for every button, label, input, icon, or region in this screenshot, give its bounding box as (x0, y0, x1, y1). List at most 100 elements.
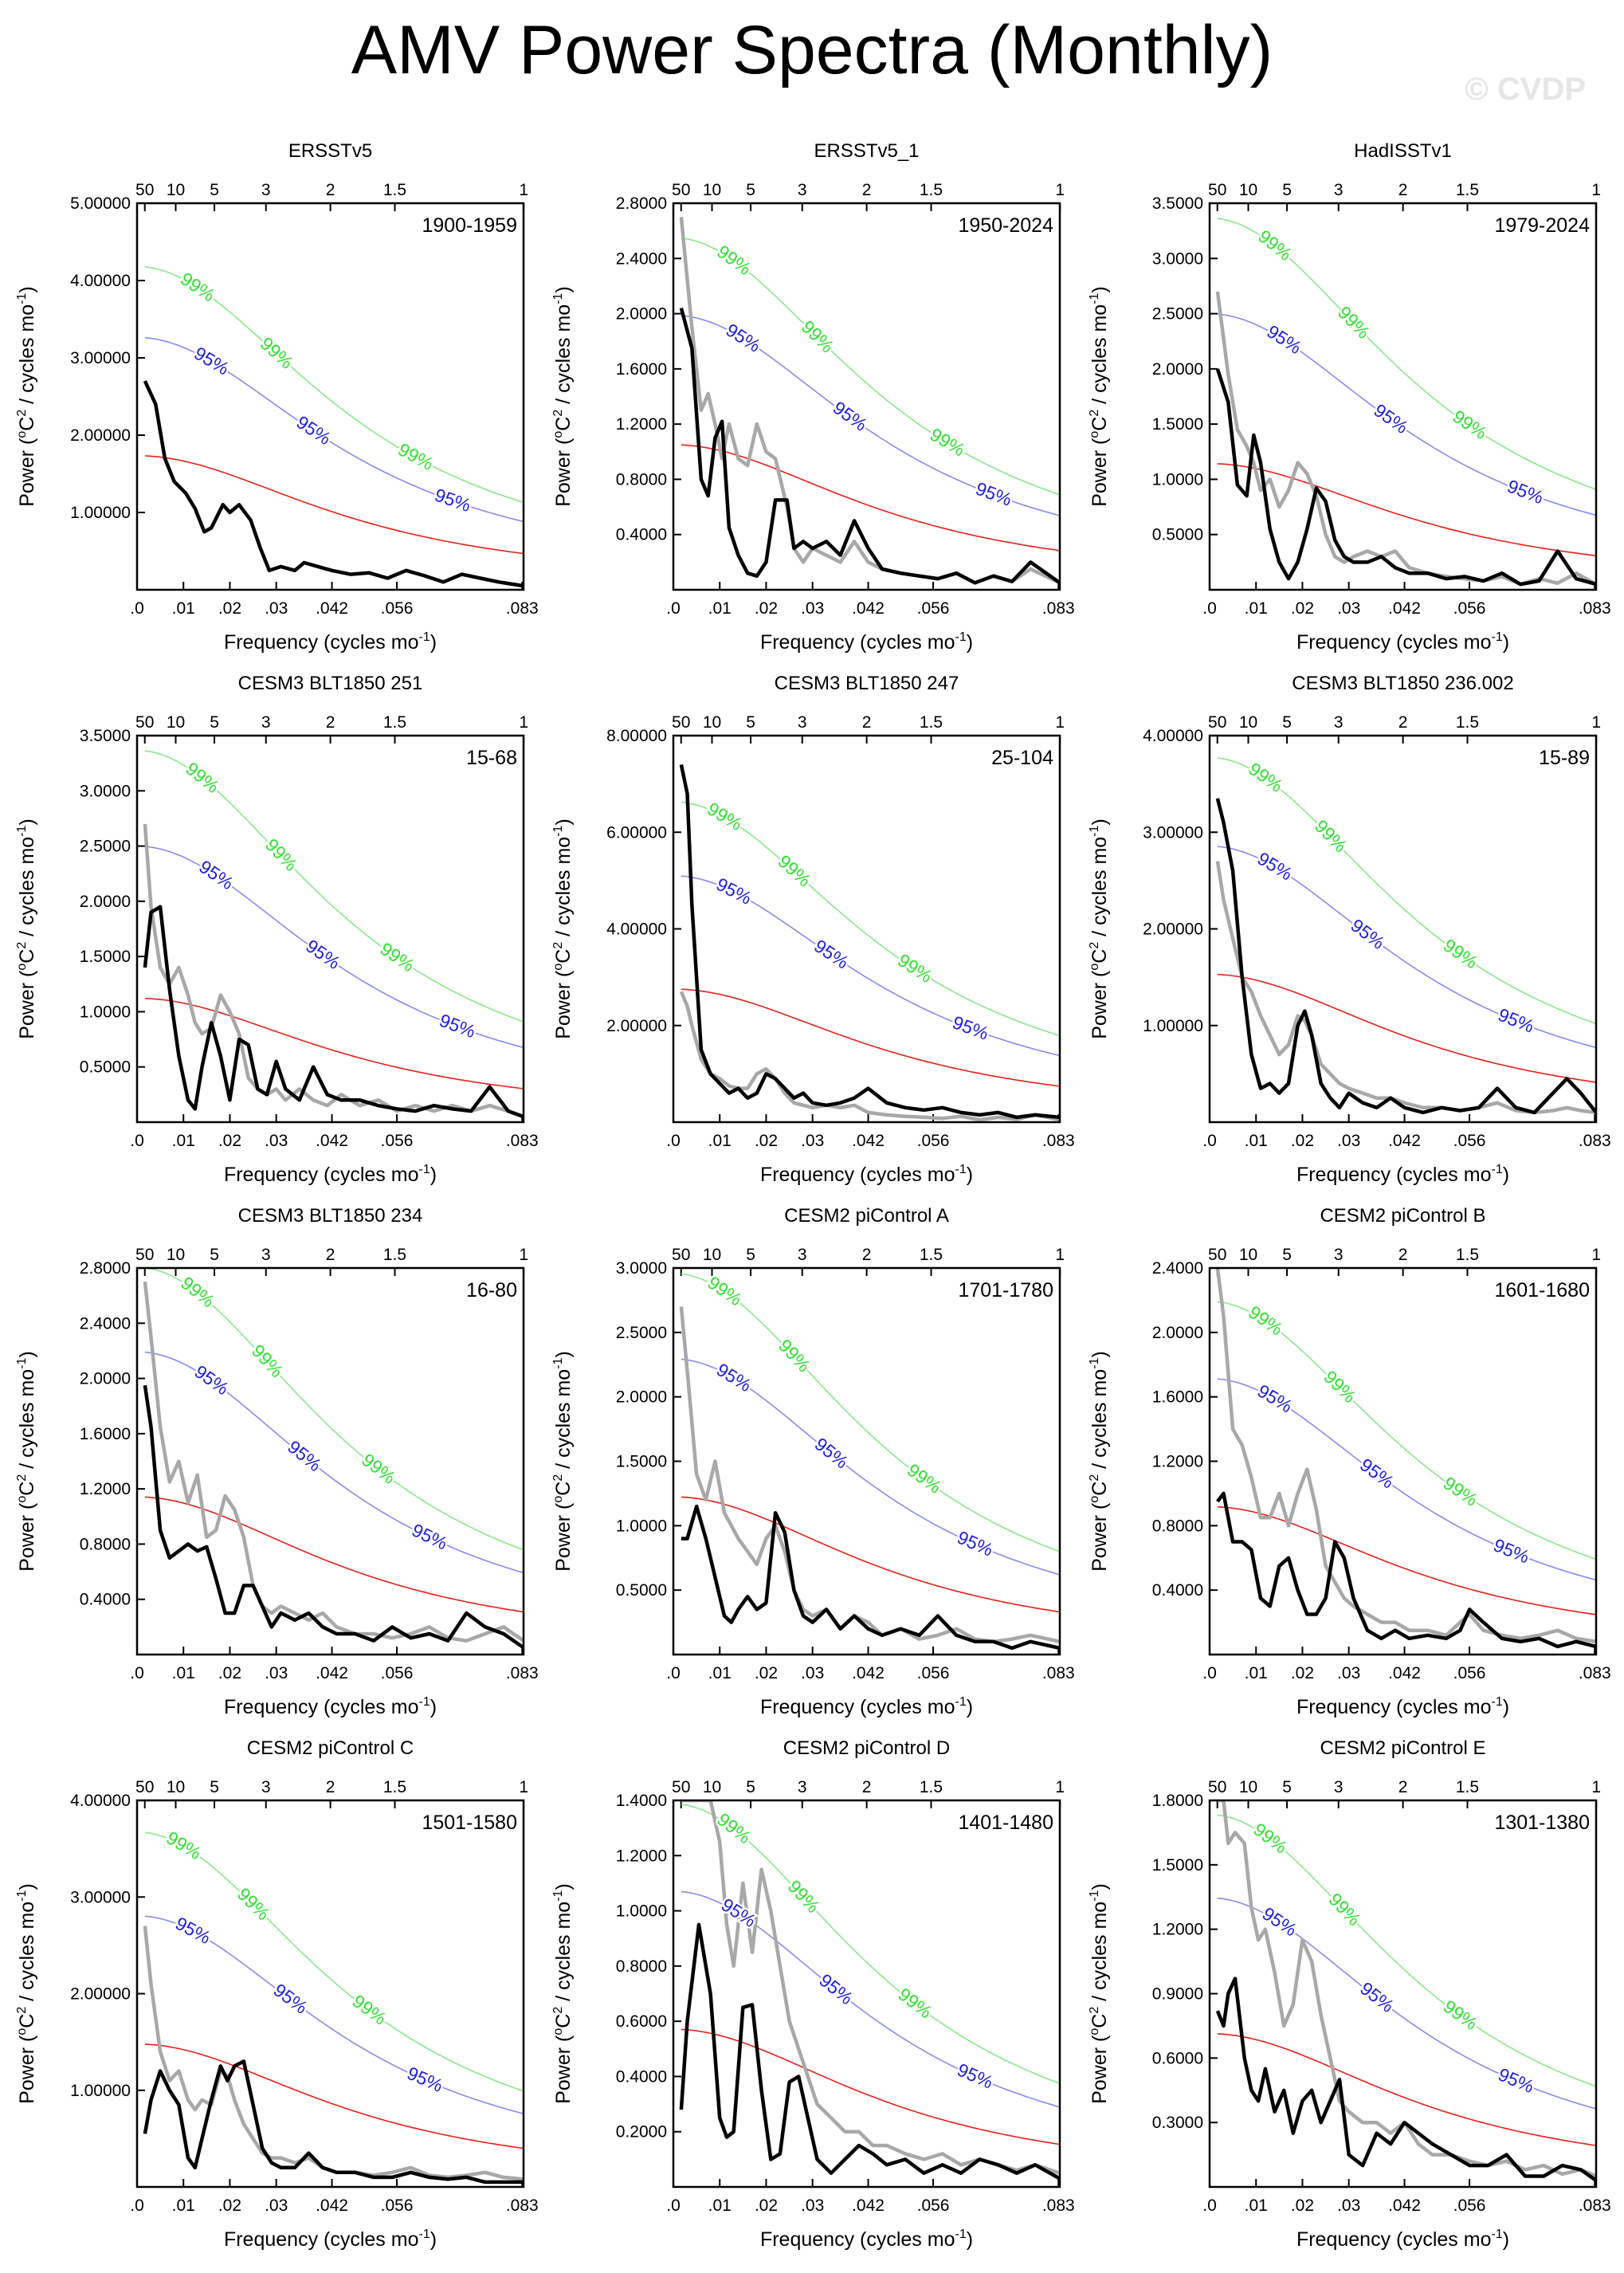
period-tick-label: 1.5 (1456, 713, 1479, 732)
freq-tick-label: .0 (130, 599, 144, 618)
panel-frame (1208, 1799, 1598, 2189)
freq-tick-label: .042 (852, 1664, 885, 1682)
confidence-99-curve (1217, 757, 1596, 1025)
red-noise-curve (681, 988, 1060, 1087)
period-tick-label: 1 (1055, 181, 1065, 199)
confidence-95-label: 95% (270, 1980, 312, 2018)
freq-tick-label: .0 (130, 2196, 144, 2215)
y-axis-label: Power (oC2 / cycles mo-1) (15, 1883, 38, 2104)
period-tick-label: 50 (672, 1246, 690, 1264)
period-tick-label: 1.5 (1456, 1778, 1479, 1796)
freq-tick-label: .042 (852, 599, 885, 618)
confidence-95-label: 95% (815, 1969, 857, 2008)
confidence-99-label: 99% (904, 1459, 946, 1498)
freq-tick-label: .01 (1245, 2196, 1268, 2215)
confidence-95-label: 95% (1263, 320, 1305, 358)
confidence-99-label: 99% (1440, 1473, 1482, 1510)
period-tick-label: 1.5 (1456, 1246, 1479, 1264)
confidence-95-curve (681, 315, 1060, 516)
freq-tick-label: .0 (1202, 599, 1217, 618)
x-axis-label: Frequency (cycles mo-1) (760, 1695, 973, 1718)
y-tick-label: 1.0000 (616, 1902, 667, 1921)
period-tick-label: 2 (326, 181, 335, 199)
freq-tick-label: .0 (1202, 2196, 1217, 2215)
panel-title: CESM2 piControl E (1320, 1737, 1485, 1759)
reference-spectrum-line (1215, 1268, 1596, 1644)
y-tick-label: 0.5000 (616, 1581, 667, 1600)
confidence-95-label: 95% (190, 343, 233, 379)
y-tick-label: 2.0000 (80, 1370, 131, 1388)
panel-frame (1208, 1266, 1598, 1656)
freq-tick-label: .056 (917, 2196, 950, 2215)
confidence-95-curve (681, 1890, 1060, 2108)
y-tick-label: 1.00000 (70, 504, 131, 522)
y-tick-label: 2.5000 (616, 1324, 667, 1342)
confidence-99-label: 99% (233, 1883, 274, 1924)
confidence-99-curve (681, 1273, 1060, 1553)
period-tick-label: 2 (862, 1778, 872, 1796)
panel-title: CESM3 BLT1850 234 (238, 1205, 423, 1227)
freq-tick-label: .083 (1042, 2196, 1075, 2215)
y-tick-label: 2.8000 (616, 194, 667, 213)
period-range-label: 1601-1680 (1494, 1279, 1590, 1301)
panel-title: CESM3 BLT1850 251 (238, 673, 423, 694)
y-tick-label: 4.00000 (606, 921, 667, 939)
y-tick-label: 2.0000 (616, 305, 667, 324)
period-range-label: 1900-1959 (422, 214, 517, 237)
confidence-95-curve (681, 875, 1060, 1057)
y-tick-label: 1.5000 (616, 1453, 667, 1471)
panel-title: CESM3 BLT1850 236.002 (1292, 673, 1513, 694)
freq-tick-label: .042 (852, 2196, 885, 2215)
confidence-95-label: 95% (955, 2059, 997, 2093)
confidence-95-label: 95% (284, 1436, 325, 1475)
plot-area (679, 1273, 1060, 1651)
spectrum-line (679, 1922, 1060, 2181)
confidence-95-label: 95% (1504, 476, 1546, 508)
plot-area (143, 750, 524, 1119)
freq-tick-label: .02 (1291, 2196, 1314, 2215)
y-tick-label: 2.4000 (1152, 1259, 1203, 1278)
y-tick-label: 1.00000 (70, 2082, 131, 2100)
freq-tick-label: .042 (852, 1132, 885, 1150)
spectrum-panel: HadISSTv1 50 10 5 3 2 1.5 1 .0 .01 .02 .03 .042 .056.… (1088, 140, 1611, 654)
period-tick-label: 5 (210, 1778, 219, 1796)
period-tick-label: 3 (261, 1778, 271, 1796)
freq-tick-label: .03 (801, 1664, 824, 1682)
period-tick-label: 3 (798, 713, 807, 732)
red-noise-curve (1217, 463, 1596, 556)
spectrum-panel: ERSSTv5 50 10 5 3 2 1.5 1 .0 .01 .02 .03 .042 .056 .08… (15, 140, 539, 654)
period-tick-label: 1.5 (920, 1778, 943, 1796)
period-tick-label: 50 (1208, 1778, 1226, 1796)
confidence-99-label: 99% (1245, 758, 1287, 796)
y-tick-label: 1.0000 (1152, 470, 1203, 489)
y-tick-label: 1.6000 (80, 1425, 131, 1443)
plot-area (1215, 218, 1596, 587)
freq-tick-label: .02 (218, 1664, 241, 1682)
y-tick-label: 1.2000 (616, 1847, 667, 1865)
confidence-95-curve (681, 1358, 1060, 1576)
y-tick-label: 1.5000 (1152, 415, 1203, 434)
period-tick-label: 1.5 (1456, 181, 1479, 199)
y-tick-label: 3.0000 (1152, 249, 1203, 268)
period-tick-label: 50 (672, 713, 690, 732)
panel-title: ERSSTv5 (288, 140, 372, 162)
period-tick-label: 50 (672, 181, 690, 199)
freq-tick-label: .083 (1042, 1132, 1075, 1150)
confidence-95-label: 95% (973, 478, 1014, 510)
period-tick-label: 1.5 (383, 1246, 406, 1264)
period-range-label: 1950-2024 (958, 214, 1053, 237)
freq-tick-label: .01 (1245, 599, 1268, 618)
spectrum-panel: CESM3 BLT1850 234 50 10 5 3 2 1.5 1 .0 .01 .02 .03.… (15, 1205, 539, 1718)
period-tick-label: 2 (1398, 1778, 1408, 1796)
confidence-99-label: 99% (927, 424, 969, 461)
freq-tick-label: .03 (265, 2196, 288, 2215)
confidence-95-curve (144, 1351, 524, 1574)
freq-tick-label: .0 (130, 1664, 144, 1682)
period-tick-label: 50 (135, 1778, 154, 1796)
y-tick-label: 3.00000 (70, 349, 131, 367)
confidence-95-label: 95% (172, 1913, 214, 1949)
x-axis-label: Frequency (cycles mo-1) (760, 1163, 973, 1186)
period-tick-label: 1 (1591, 181, 1601, 199)
spectrum-panel: CESM3 BLT1850 251 50 10 5 3 2 1.5 1 .0 .01 .02 .03.… (15, 673, 539, 1186)
